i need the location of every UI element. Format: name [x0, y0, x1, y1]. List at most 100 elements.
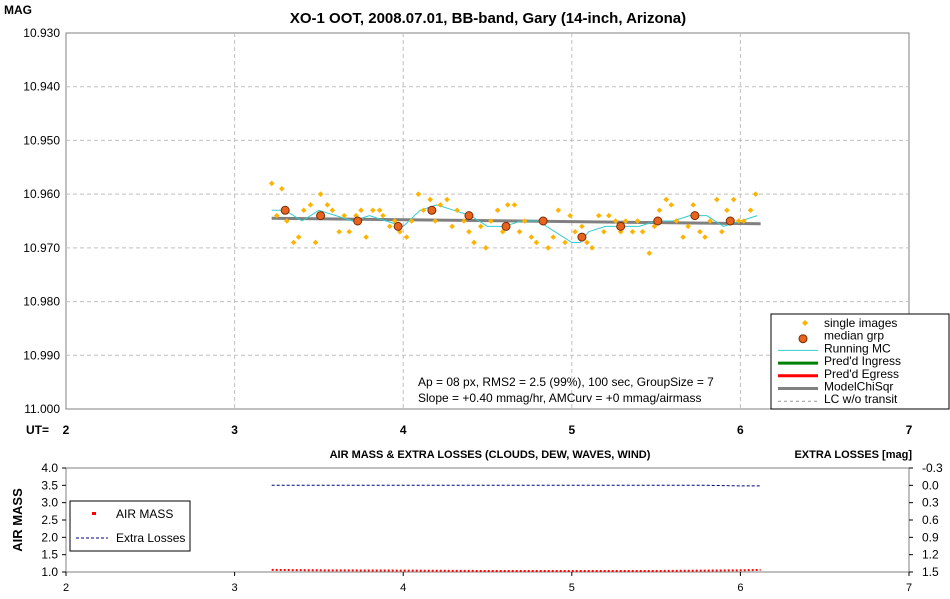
single-image-point: [290, 239, 297, 246]
median-group-point: [427, 205, 437, 215]
extra-losses-line: [271, 484, 761, 487]
single-image-point: [601, 228, 607, 235]
main-y-tick-label: 10.940: [23, 80, 60, 94]
single-image-point: [380, 212, 386, 219]
airmass-line: [271, 568, 761, 572]
single-image-point: [370, 207, 376, 214]
single-image-point: [595, 212, 602, 219]
legend-label: ModelChiSqr: [824, 380, 893, 394]
main-y-tick-label: 10.930: [23, 26, 60, 40]
legend-label: LC w/o transit: [824, 392, 898, 406]
main-chart-title: XO-1 OOT, 2008.07.01, BB-band, Gary (14-…: [290, 10, 686, 27]
main-chart-xlabel: UT=: [26, 423, 49, 437]
median-group-point: [725, 216, 735, 226]
single-image-point: [403, 234, 410, 240]
airmass-y2-tick-label: 0.6: [922, 513, 939, 527]
single-image-point: [449, 223, 455, 230]
main-y-tick-label: 10.970: [23, 241, 60, 255]
airmass-legend: AIR MASS Extra Losses: [69, 500, 191, 552]
legend-marker-circle: [798, 334, 808, 344]
single-image-point: [612, 218, 619, 224]
airmass-y-tick-label: 3.5: [41, 478, 58, 492]
single-image-point: [622, 218, 629, 224]
single-image-point: [567, 212, 573, 219]
single-image-point: [555, 207, 562, 214]
main-y-ticks: 10.930 10.940 10.950 10.960 10.970 10.980 10.9…: [23, 26, 60, 416]
single-image-point: [466, 228, 472, 235]
single-image-point: [719, 228, 725, 235]
single-image-point: [454, 207, 460, 214]
airmass-y2-tick-label: 0.9: [922, 530, 939, 544]
single-image-point: [444, 196, 450, 203]
single-image-point: [284, 218, 290, 224]
single-image-point: [427, 196, 433, 203]
legend-label: median grp: [824, 329, 884, 343]
main-x-tick-label: 2: [63, 423, 70, 437]
single-image-point: [713, 196, 720, 203]
single-image-point: [528, 234, 535, 240]
airmass-legend-box: [69, 500, 191, 552]
single-image-point: [646, 250, 653, 257]
single-image-point: [307, 202, 314, 208]
main-legend-box: [770, 313, 950, 410]
median-group-point: [616, 221, 626, 231]
single-image-point: [730, 196, 737, 203]
main-y-tick-label: 11.000: [24, 402, 60, 416]
median-group-point: [280, 205, 290, 215]
single-image-point: [391, 218, 398, 224]
legend-marker-diamond: [802, 320, 808, 326]
single-image-point: [432, 218, 439, 224]
single-image-point: [273, 212, 280, 219]
airmass-y2-ticks: -0.3 0.0 0.3 0.6 0.9 1.2 1.5: [909, 461, 943, 579]
legend-label: single images: [824, 316, 897, 330]
median-group-point: [690, 211, 700, 221]
single-image-point: [511, 202, 518, 208]
single-image-point: [324, 202, 331, 208]
airmass-y-tick-label: 2.5: [41, 513, 58, 527]
airmass-plot-area: [65, 467, 910, 573]
single-image-point: [685, 223, 691, 230]
airmass-x-tick-label: 5: [569, 582, 575, 594]
single-image-point: [702, 234, 708, 240]
single-image-point: [606, 212, 612, 219]
single-image-point: [673, 218, 680, 224]
single-image-point: [415, 191, 422, 197]
single-image-point: [735, 218, 742, 224]
annotation-line-1: Ap = 08 px, RMS2 = 2.5 (99%), 100 sec, G…: [418, 375, 714, 389]
median-group-point: [316, 211, 326, 221]
single-image-point: [312, 239, 319, 246]
main-x-tick-label: 7: [906, 423, 913, 437]
single-image-point: [697, 228, 703, 235]
airmass-legend-marker: [92, 512, 96, 515]
single-image-point: [488, 218, 494, 224]
single-image-point: [420, 207, 427, 214]
main-light-curve-chart: XO-1 OOT, 2008.07.01, BB-band, Gary (14-…: [4, 3, 950, 437]
main-x-tick-label: 3: [231, 423, 238, 437]
single-image-point: [504, 202, 511, 208]
single-image-point: [329, 207, 336, 214]
airmass-y2-tick-label: 1.5: [922, 565, 939, 579]
single-image-point: [752, 191, 759, 197]
median-group-point: [653, 216, 663, 226]
airmass-chart-y2label: EXTRA LOSSES [mag]: [794, 449, 912, 461]
single-image-point: [589, 245, 595, 251]
main-x-tick-label: 6: [737, 423, 744, 437]
median-group-point: [538, 216, 548, 226]
single-image-point: [680, 234, 686, 240]
legend-label: Pred'd Ingress: [824, 354, 901, 368]
running-mc-line: [271, 204, 758, 243]
airmass-x-tick-label: 4: [400, 582, 406, 594]
main-y-tick-label: 10.960: [23, 187, 60, 201]
median-group-point: [393, 221, 403, 231]
single-image-point: [477, 223, 484, 230]
annotation: Ap = 08 px, RMS2 = 2.5 (99%), 100 sec, G…: [418, 375, 714, 405]
airmass-x-tick-label: 6: [737, 582, 743, 594]
single-image-point: [408, 218, 415, 224]
annotation-line-2: Slope = +0.40 mmag/hr, AMCurv = +0 mmag/…: [418, 391, 701, 405]
airmass-legend-label: Extra Losses: [116, 531, 185, 545]
main-x-tick-label: 5: [568, 423, 575, 437]
single-image-point: [584, 239, 590, 246]
median-group-point: [577, 232, 587, 242]
single-image-point: [494, 207, 501, 214]
airmass-y-tick-label: 3.0: [41, 496, 58, 510]
